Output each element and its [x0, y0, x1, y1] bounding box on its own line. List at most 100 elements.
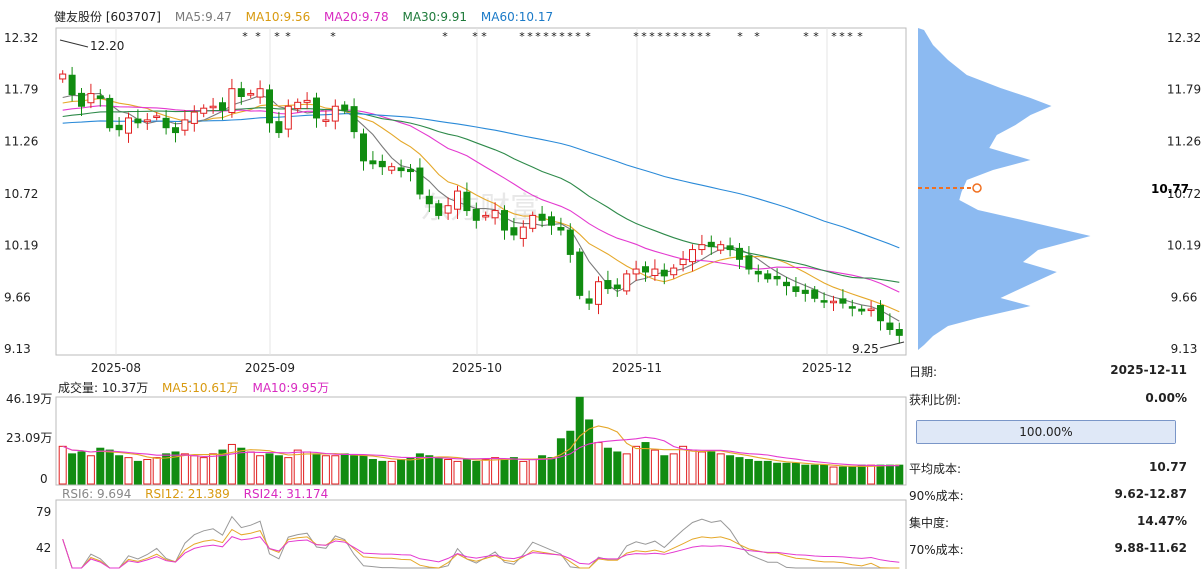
volume-bar: [340, 453, 349, 485]
candle-body: [792, 286, 800, 292]
signal-marker: *: [535, 30, 541, 43]
signal-marker: *: [839, 30, 845, 43]
candle-body: [886, 322, 894, 331]
price-tick: 11.26: [4, 134, 38, 148]
signal-marker: *: [641, 30, 647, 43]
vol-tick-zero: 0: [40, 472, 48, 486]
volume-bar: [575, 396, 584, 485]
candle-body: [538, 213, 546, 221]
candle-body: [660, 269, 668, 277]
candle-body: [707, 241, 715, 248]
candle-body: [228, 88, 236, 113]
rsi-tick-79: 79: [36, 505, 51, 519]
ma5-line: [62, 92, 900, 322]
rsi12-label: RSI12: 21.389: [145, 487, 230, 501]
volume-title: 成交量: 10.37万: [58, 381, 149, 395]
volume-bar: [209, 453, 218, 485]
candle-body: [425, 195, 433, 205]
volume-bar: [472, 460, 481, 485]
candle-body: [200, 107, 208, 114]
profit-bar-text: 100.00%: [1019, 425, 1073, 439]
candle-body: [848, 306, 856, 309]
volume-bar: [829, 466, 838, 485]
rsi24-label: RSI24: 31.174: [243, 487, 329, 501]
ma5-label: MA5:9.47: [174, 10, 232, 24]
candle-body: [181, 119, 189, 131]
volume-bar: [885, 464, 894, 485]
volume-bar: [500, 459, 509, 485]
candle-body: [501, 210, 508, 231]
candle-body: [444, 205, 452, 214]
volume-bar: [293, 449, 302, 485]
candle-body: [303, 99, 311, 103]
rsi-panel[interactable]: 79 42 RSI6: 9.694 RSI12: 21.389 RSI24: 3…: [0, 486, 910, 569]
volume-bar: [331, 455, 340, 485]
volume-bar: [622, 453, 631, 485]
stock-name: 健友股份 [603707]: [54, 10, 161, 24]
price-tick: 9.13: [4, 342, 31, 356]
kline-frame: [55, 27, 907, 356]
volume-bar: [321, 455, 330, 485]
candle-body: [576, 251, 584, 296]
chip-svg[interactable]: 12.32 11.79 11.26 10.72 10.19 9.66 9.13 10.77: [910, 0, 1203, 360]
chip-panel[interactable]: 12.32 11.79 11.26 10.72 10.19 9.66 9.13 10.77: [910, 0, 1203, 360]
signal-marker: *: [813, 30, 819, 43]
volume-bar: [650, 449, 659, 485]
candle-body: [96, 95, 104, 99]
candle-body: [407, 168, 414, 173]
volume-bar: [848, 466, 857, 485]
volume-svg[interactable]: 46.19万 23.09万 0: [0, 380, 910, 486]
volume-bar: [857, 464, 866, 485]
volume-bar: [397, 459, 406, 485]
candle-body: [275, 121, 283, 134]
candle-body: [858, 308, 866, 312]
candle-body: [867, 308, 875, 312]
signal-marker: *: [803, 30, 809, 43]
volume-bar: [152, 457, 161, 485]
candle-body: [463, 191, 471, 212]
candle-body: [454, 190, 461, 210]
volume-bar: [406, 457, 415, 485]
candle-body: [632, 268, 640, 275]
volume-bar: [180, 453, 189, 485]
candle-body: [397, 167, 405, 172]
date-tick: 2025-09: [245, 361, 295, 375]
volume-bar: [509, 457, 518, 485]
volume-panel[interactable]: 46.19万 23.09万 0 成交量: 10.37万 MA5:10.61万 M…: [0, 380, 910, 486]
candle-body: [87, 93, 95, 104]
candle-body: [529, 214, 537, 229]
volume-bar: [462, 459, 471, 485]
volume-bar: [538, 455, 547, 485]
volume-bar: [613, 451, 622, 485]
volume-bar: [782, 462, 791, 485]
volume-bar: [707, 451, 716, 485]
candle-body: [764, 273, 772, 280]
signal-marker: *: [472, 30, 478, 43]
chip-price-tick: 11.26: [1167, 134, 1201, 148]
price-tick: 10.72: [4, 187, 38, 201]
volume-bar: [227, 443, 236, 485]
candle-body: [284, 105, 292, 130]
chip-price-tick: 9.13: [1171, 342, 1198, 356]
volume-bar: [68, 453, 77, 485]
volume-ma-lines: [62, 425, 900, 467]
rsi-svg[interactable]: 79 42: [0, 486, 910, 569]
volume-bar: [491, 457, 500, 485]
candle-body: [679, 258, 687, 266]
candle-body: [510, 227, 518, 236]
volume-bar: [96, 447, 105, 485]
candle-body: [566, 229, 574, 255]
candle-body: [736, 247, 743, 260]
volume-bar: [124, 457, 133, 485]
volume-bar: [425, 455, 434, 485]
candle-body: [153, 115, 161, 118]
volume-bar: [190, 455, 199, 485]
avg-cost-marker: [972, 183, 982, 193]
chip-price-tick: 11.79: [1167, 83, 1201, 97]
volume-bar: [115, 455, 124, 485]
main-chart-panel[interactable]: 东方财富 12.32 11.79 11.26 10.72 10.19 9.66 9.13 2…: [0, 0, 910, 380]
candle-body: [557, 227, 565, 231]
volume-bar: [368, 459, 377, 485]
date-axis: 2025-08 2025-09 2025-10 2025-11 2025-12: [91, 361, 852, 375]
